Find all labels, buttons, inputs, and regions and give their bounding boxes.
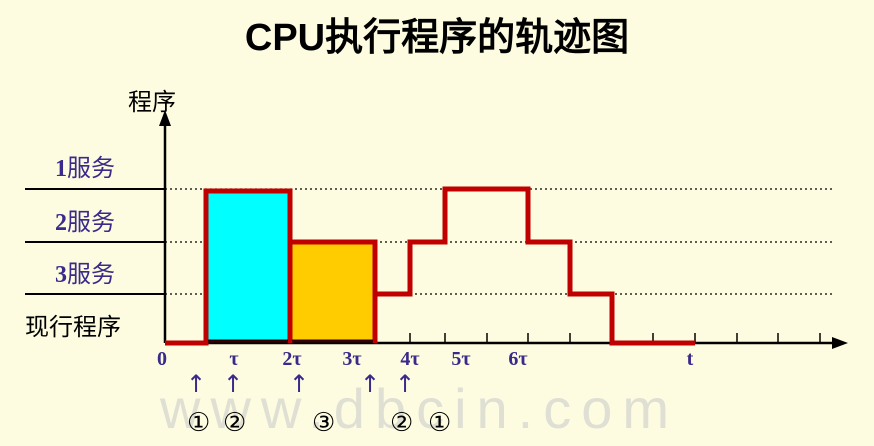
- x-tick-3: 3τ: [342, 348, 362, 370]
- cpu-trace-line: [165, 186, 695, 346]
- level-1-label: 1服务: [55, 154, 115, 182]
- y-axis-arrow: [159, 110, 171, 126]
- marker-5: ①: [428, 408, 452, 438]
- interrupt-arrow-1: ↑: [186, 370, 207, 398]
- marker-1: ①: [187, 408, 211, 438]
- marker-4: ②: [390, 408, 414, 438]
- diagram-title: CPU执行程序的轨迹图: [244, 17, 630, 59]
- x-tick-5: 5τ: [451, 348, 471, 370]
- x-axis-arrow: [832, 337, 848, 349]
- x-tick-1: τ: [229, 348, 239, 370]
- marker-3: ③: [312, 408, 336, 438]
- current-program-label: 现行程序: [25, 313, 121, 341]
- x-tick-4: 4τ: [400, 348, 420, 370]
- interrupt-arrow-4: ↑: [360, 370, 381, 398]
- interrupt-arrow-2: ↑: [223, 370, 244, 398]
- interrupt-arrow-3: ↑: [289, 370, 310, 398]
- interrupt-arrow-5: ↑: [395, 370, 416, 398]
- level-3-label: 3服务: [55, 260, 115, 288]
- x-tick-t: t: [686, 348, 694, 370]
- x-tick-6: 6τ: [508, 348, 528, 370]
- watermark: www.dbcin.com: [160, 377, 680, 440]
- y-axis-label: 程序: [128, 88, 176, 116]
- service-2-block: [208, 191, 288, 341]
- level-2-label: 2服务: [55, 208, 115, 236]
- x-tick-2: 2τ: [282, 348, 302, 370]
- x-tick-0: 0: [157, 348, 167, 370]
- marker-2: ②: [223, 408, 247, 438]
- service-3-block: [292, 243, 374, 341]
